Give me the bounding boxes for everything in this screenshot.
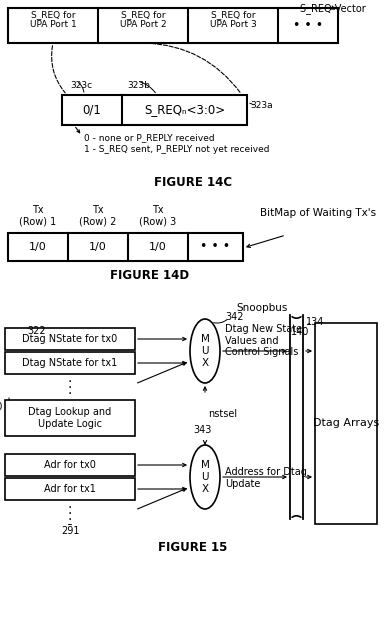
Bar <box>8 233 243 261</box>
Text: Tx
(Row) 2: Tx (Row) 2 <box>79 205 117 227</box>
Text: .: . <box>68 371 72 385</box>
Text: M
U
X: M U X <box>201 334 210 367</box>
Text: 323c: 323c <box>70 81 92 90</box>
Text: 322: 322 <box>27 326 46 336</box>
Text: 1 - S_REQ sent, P_REPLY not yet received: 1 - S_REQ sent, P_REPLY not yet received <box>84 145 269 154</box>
Bar <box>5 454 135 476</box>
Text: .: . <box>68 377 72 391</box>
Text: • • •: • • • <box>200 241 230 254</box>
Text: S_REQ for
UPA Port 1: S_REQ for UPA Port 1 <box>30 10 76 29</box>
Text: .: . <box>68 509 72 523</box>
Text: 0 - none or P_REPLY received: 0 - none or P_REPLY received <box>84 133 215 142</box>
Text: S_REQ Vector: S_REQ Vector <box>300 3 366 14</box>
Text: • • •: • • • <box>293 19 323 32</box>
Text: Adr for tx1: Adr for tx1 <box>44 484 96 494</box>
Text: .: . <box>68 503 72 517</box>
Text: nstsel: nstsel <box>208 409 237 419</box>
Text: Address for Dtag
Update: Address for Dtag Update <box>225 467 307 489</box>
Text: S_REQₙ<3:0>: S_REQₙ<3:0> <box>144 104 225 116</box>
Bar <box>8 8 338 43</box>
Text: Dtag Arrays: Dtag Arrays <box>313 419 379 429</box>
Text: .: . <box>68 497 72 511</box>
Text: FIGURE 14D: FIGURE 14D <box>110 269 190 282</box>
Text: Dtag NState for tx1: Dtag NState for tx1 <box>22 358 118 368</box>
Text: 323b: 323b <box>127 81 150 90</box>
Text: BitMap of Waiting Tx's: BitMap of Waiting Tx's <box>260 208 376 218</box>
Text: Adr for tx0: Adr for tx0 <box>44 460 96 470</box>
Text: 1/0: 1/0 <box>89 242 107 252</box>
Text: 340: 340 <box>0 402 3 412</box>
Bar <box>5 478 135 500</box>
Text: S_REQ for
UPA Port 3: S_REQ for UPA Port 3 <box>210 10 256 29</box>
Ellipse shape <box>190 319 220 383</box>
Text: Tx
(Row) 1: Tx (Row) 1 <box>19 205 57 227</box>
Bar <box>62 95 247 125</box>
Text: 134: 134 <box>306 317 324 327</box>
Text: 291: 291 <box>61 526 79 536</box>
Text: FIGURE 15: FIGURE 15 <box>158 541 228 554</box>
Ellipse shape <box>190 445 220 509</box>
Text: 343: 343 <box>194 425 212 435</box>
Text: M
U
X: M U X <box>201 461 210 494</box>
Text: 0/1: 0/1 <box>83 104 102 116</box>
Text: 323a: 323a <box>250 101 273 109</box>
Text: 1/0: 1/0 <box>29 242 47 252</box>
Text: Tx
(Row) 3: Tx (Row) 3 <box>139 205 177 227</box>
Text: .: . <box>68 383 72 397</box>
Text: Dtag Lookup and
Update Logic: Dtag Lookup and Update Logic <box>29 408 112 429</box>
Text: Snoopbus: Snoopbus <box>237 303 288 313</box>
Text: Dtag New State
Values and
Control Signals: Dtag New State Values and Control Signal… <box>225 324 302 357</box>
Bar <box>5 352 135 374</box>
Text: 342: 342 <box>225 312 244 322</box>
Text: Dtag NState for tx0: Dtag NState for tx0 <box>22 334 118 344</box>
Bar <box>5 328 135 350</box>
Bar <box>315 323 377 524</box>
Text: 1/0: 1/0 <box>149 242 167 252</box>
Text: S_REQ for
UPA Port 2: S_REQ for UPA Port 2 <box>120 10 166 29</box>
Text: FIGURE 14C: FIGURE 14C <box>154 176 232 189</box>
Text: 140: 140 <box>291 327 309 337</box>
Bar <box>5 400 135 436</box>
